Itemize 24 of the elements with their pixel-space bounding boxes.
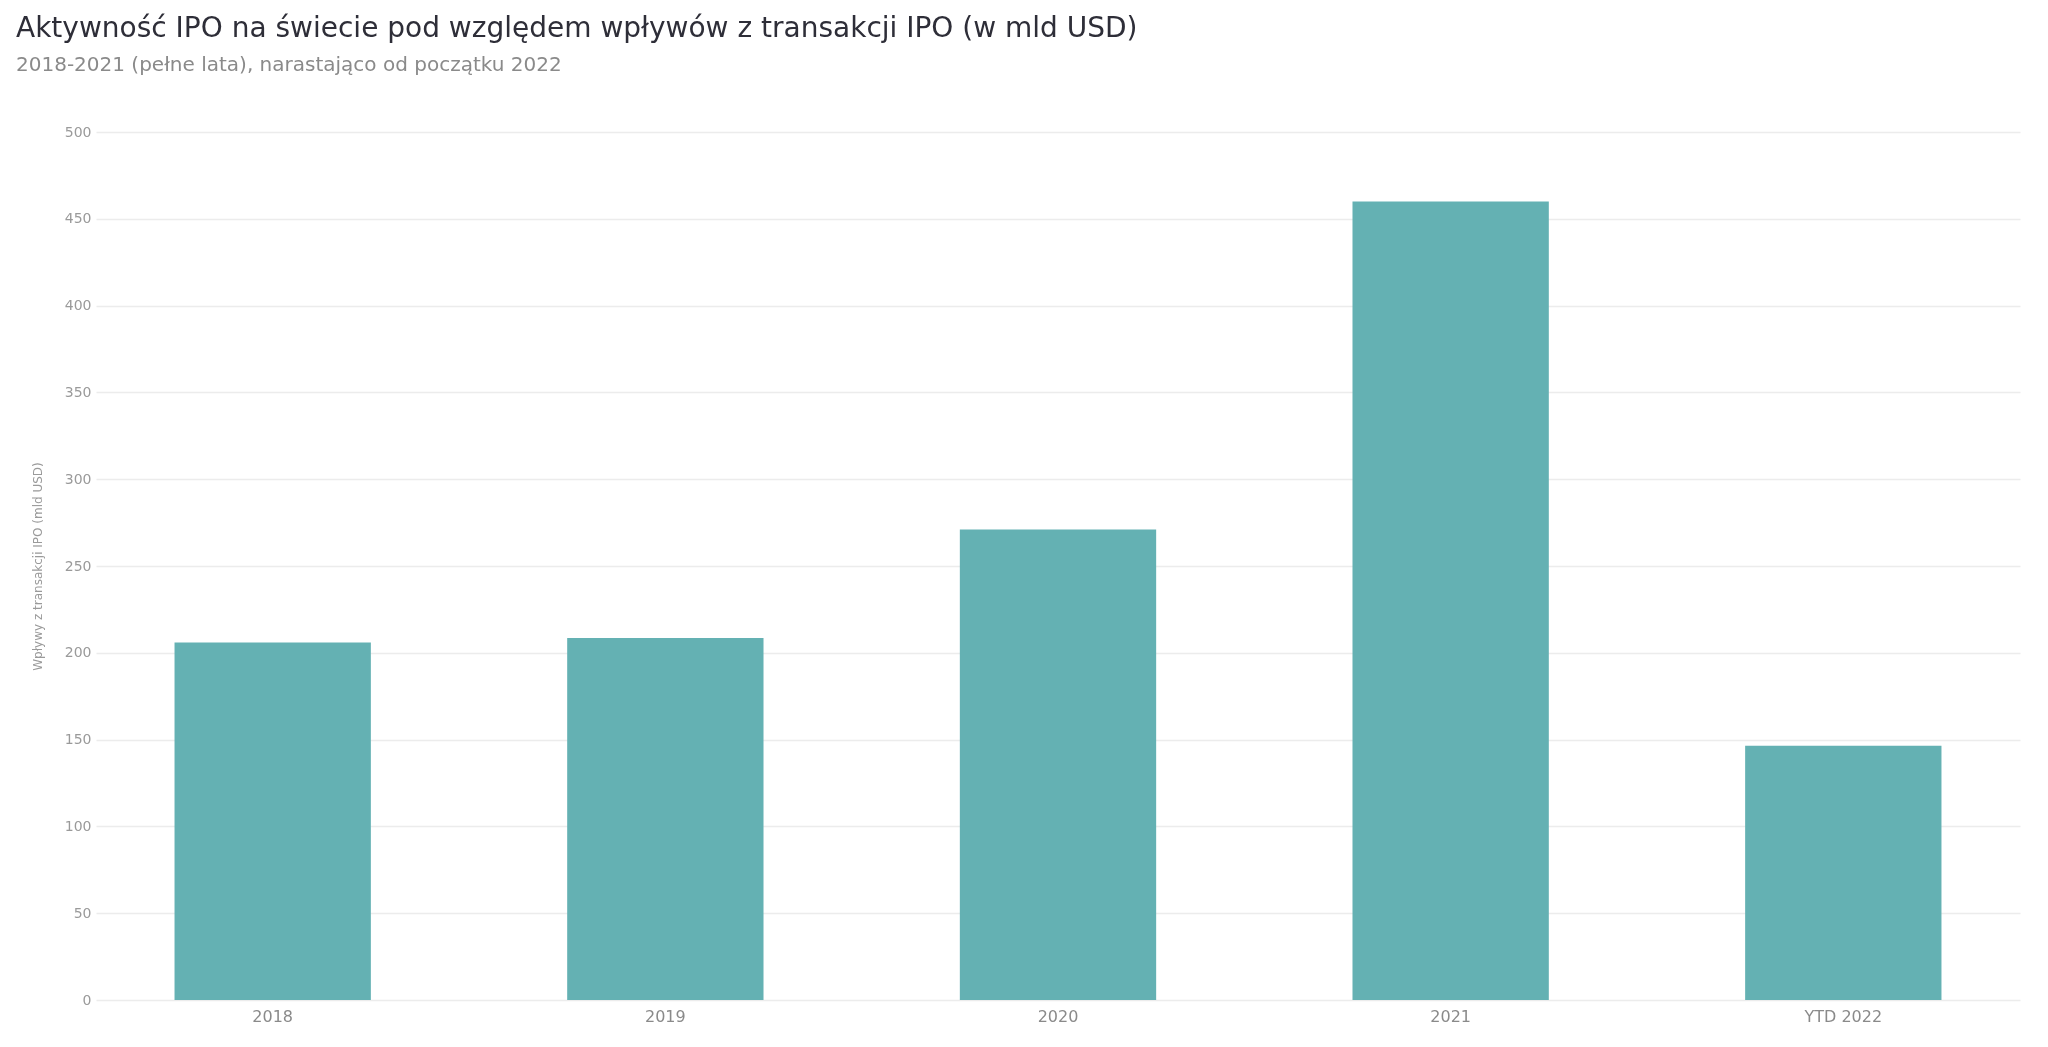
x-tick-label: 2018 xyxy=(252,1006,294,1026)
chart-title: Aktywność IPO na świecie pod względem wpływów z transakcji IPO (w mld USD) xyxy=(16,11,1138,44)
y-tick-label: 500 xyxy=(64,123,92,140)
x-tick-label: 2020 xyxy=(1037,1006,1079,1026)
y-tick-label: 450 xyxy=(64,210,92,227)
y-tick-label: 350 xyxy=(64,383,92,400)
bar xyxy=(959,529,1157,1000)
bar xyxy=(567,638,764,1000)
x-tick-label: 2019 xyxy=(644,1006,686,1026)
y-tick-label: 50 xyxy=(73,904,92,921)
y-tick-label: 250 xyxy=(64,557,92,574)
y-tick-label: 200 xyxy=(64,644,92,661)
x-tick-label: 2021 xyxy=(1430,1006,1472,1026)
bar xyxy=(174,642,371,1000)
y-tick-label: 400 xyxy=(64,297,92,314)
y-tick-label: 300 xyxy=(64,470,92,487)
y-tick-label: 150 xyxy=(64,731,92,748)
chart-subtitle: 2018-2021 (pełne lata), narastająco od początku 2022 xyxy=(16,52,562,76)
x-tick-label: YTD 2022 xyxy=(1803,1006,1883,1026)
bar xyxy=(1352,201,1549,1000)
y-axis-title: Wpływy z transakcji IPO (mld USD) xyxy=(30,462,45,671)
y-tick-label: 100 xyxy=(64,817,92,834)
y-tick-label: 0 xyxy=(82,991,92,1008)
bar xyxy=(1745,745,1942,1000)
